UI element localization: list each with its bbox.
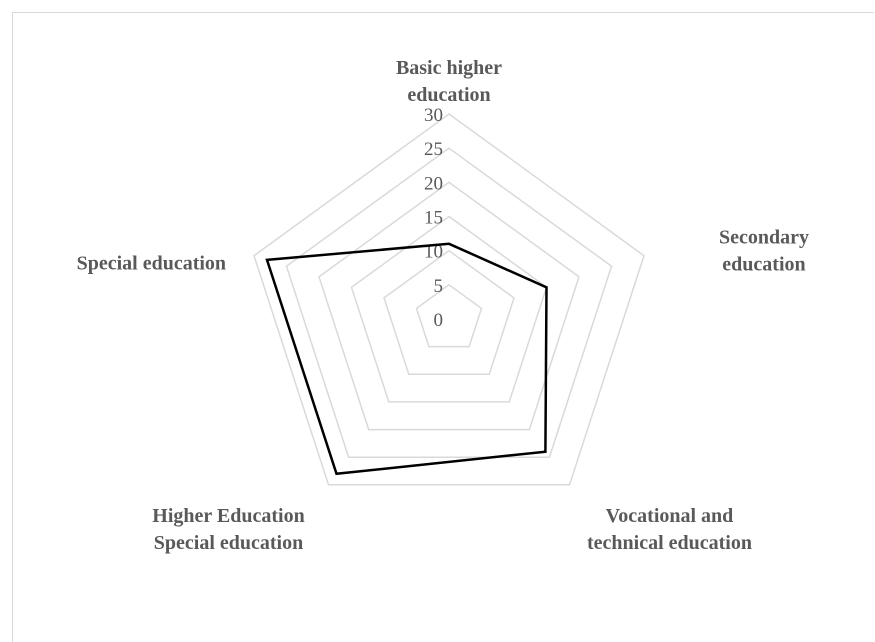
tick-label: 10	[424, 242, 443, 263]
grid-rings	[253, 113, 645, 486]
category-labels: Basic higher education Secondary education V…	[77, 57, 809, 554]
grid-ring-15	[350, 215, 548, 403]
tick-label: 5	[434, 276, 444, 297]
category-label: Higher Education Special education	[152, 505, 304, 554]
category-label: Special education	[77, 253, 226, 275]
grid-ring-25	[285, 147, 613, 458]
tick-label: 30	[424, 105, 443, 126]
tick-label: 0	[434, 310, 444, 331]
tick-label: 25	[424, 139, 443, 160]
grid-ring-10	[383, 249, 515, 376]
category-label: Secondary education	[719, 227, 809, 276]
category-label: Vocational and technical education	[587, 505, 752, 554]
grid-ring-20	[318, 181, 580, 431]
tick-label: 20	[424, 173, 443, 194]
series-layer	[265, 242, 548, 476]
grid-ring-30	[253, 113, 645, 486]
tick-labels: 0 5 10 15 20 25 30	[424, 105, 443, 331]
chart-area	[12, 12, 874, 642]
tick-label: 15	[424, 208, 443, 229]
grid-ring-5	[415, 283, 483, 348]
category-label: Basic higher education	[396, 57, 502, 106]
series-polygon	[265, 242, 548, 476]
